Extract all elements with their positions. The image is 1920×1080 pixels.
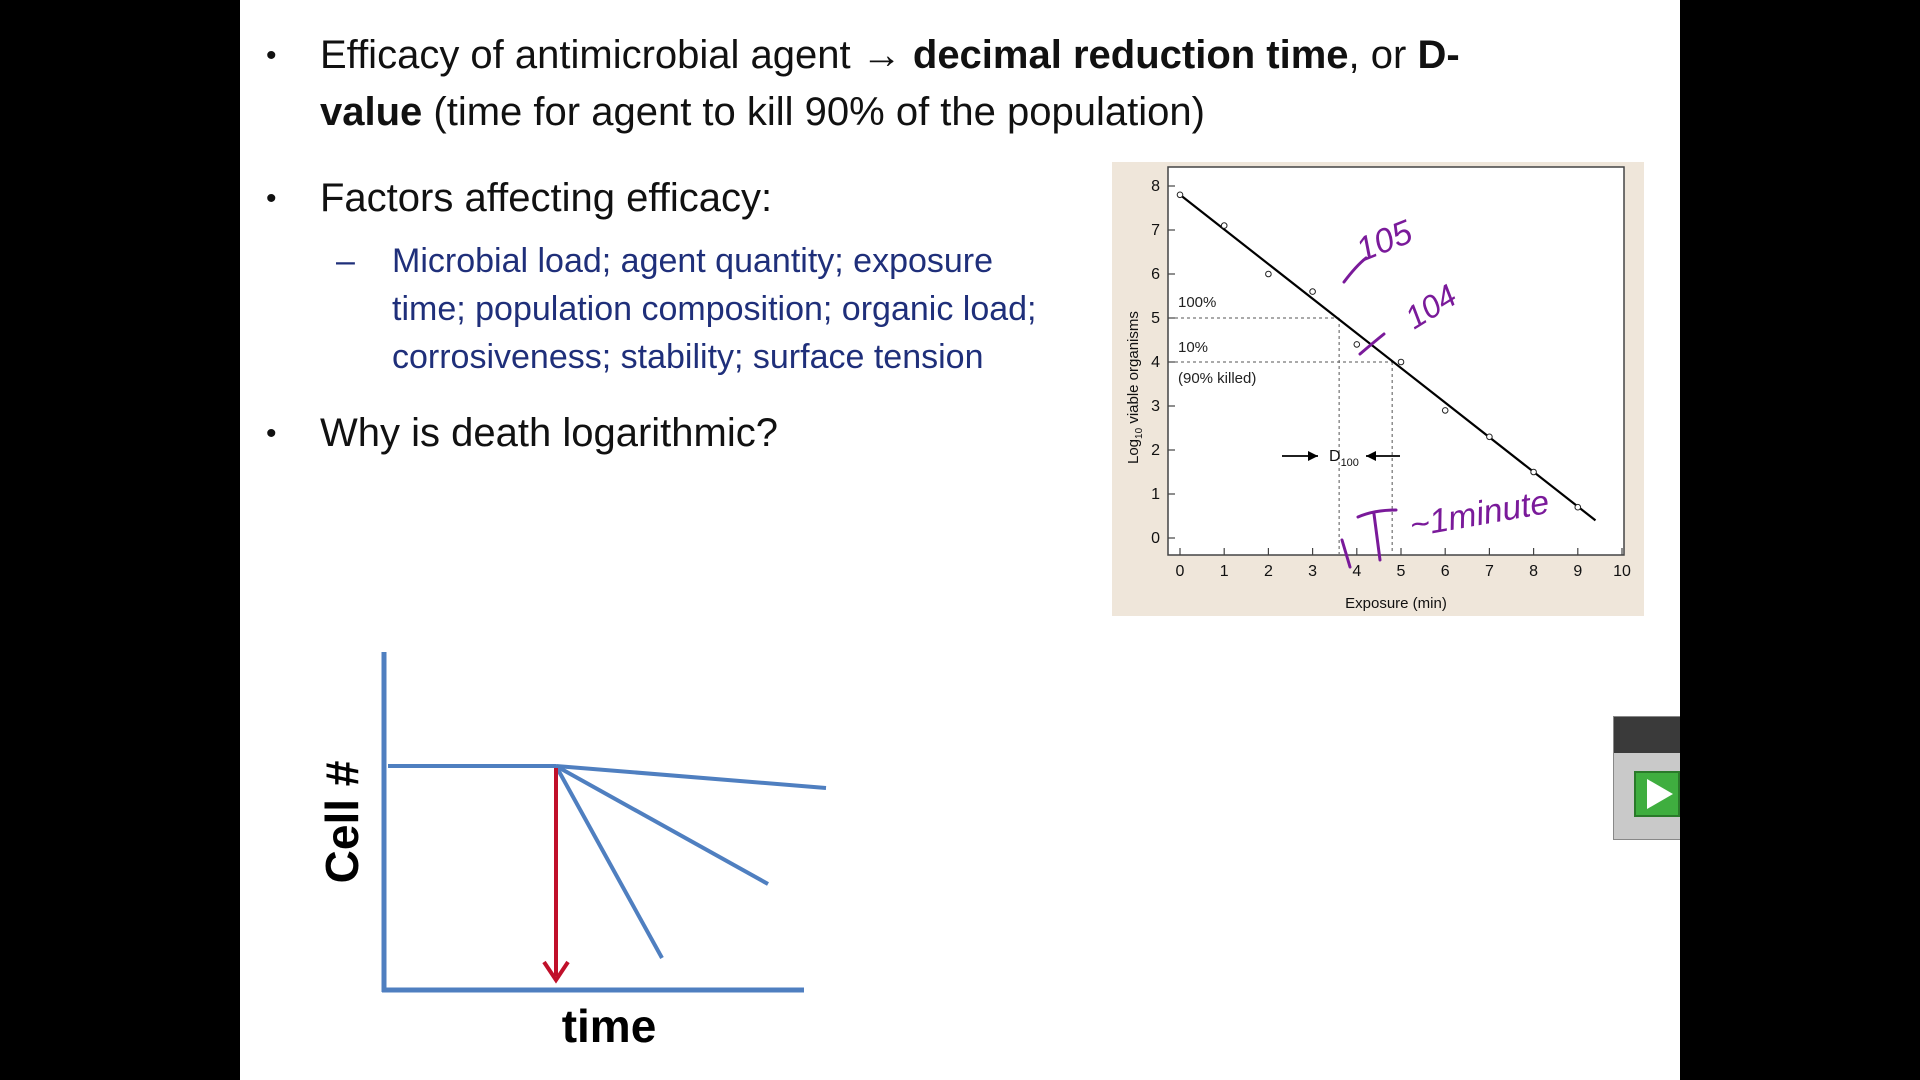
ink-mark-left	[1340, 538, 1352, 569]
data-point	[1441, 407, 1449, 414]
slide: • Efficacy of antimicrobial agent → deci…	[240, 0, 1680, 1080]
ink-tick-105	[1342, 256, 1368, 284]
schematic-y-label: Cell #	[316, 761, 368, 884]
data-point	[1574, 503, 1582, 511]
ink-tick-104	[1358, 332, 1386, 356]
medium-decline-line	[555, 764, 769, 886]
bullet1-d: D-	[1417, 33, 1460, 77]
bullet-dot: •	[266, 417, 277, 450]
x-tick-label: 3	[1308, 563, 1317, 580]
bullet-dot: •	[266, 182, 277, 215]
data-point	[1397, 358, 1405, 366]
bullet1-term: decimal reduction time	[901, 33, 1349, 77]
x-ticks: 0 1 2 3 4 5 6 7 8 9 10	[1176, 548, 1631, 580]
y-tick-label: 3	[1151, 398, 1160, 415]
data-point	[1530, 468, 1537, 476]
data-point	[1486, 433, 1493, 441]
x-tick-label: 8	[1529, 563, 1538, 580]
x-tick-label: 0	[1176, 563, 1185, 580]
y-tick-label: 5	[1151, 310, 1160, 327]
d-arrowhead-right	[1366, 451, 1376, 461]
bullet1-text: Efficacy of antimicrobial agent	[320, 33, 862, 77]
y-axis-label: Log10 viable organisms	[1125, 311, 1145, 464]
media-control[interactable]	[1613, 716, 1680, 840]
ink-mark-T	[1356, 508, 1398, 562]
label-100-percent: 100%	[1178, 294, 1216, 311]
bullet-dot: •	[266, 39, 277, 72]
d-value-label: D100	[1329, 448, 1359, 469]
factors-line: time; population composition; organic lo…	[392, 290, 1037, 328]
bullet1-value: value	[320, 90, 423, 134]
data-point	[1220, 222, 1228, 229]
factors-sublist: – Microbial load; agent quantity; exposu…	[240, 237, 1110, 387]
x-tick-label: 7	[1485, 563, 1494, 580]
y-ticks: 0 1 2 3 4 5 6 7 8	[1151, 178, 1175, 547]
x-tick-label: 2	[1264, 563, 1273, 580]
arrow-symbol: →	[861, 33, 902, 77]
y-tick-label: 2	[1151, 442, 1160, 459]
data-point	[1176, 191, 1184, 199]
x-tick-label: 9	[1573, 563, 1582, 580]
survival-curve-svg: 0 1 2 3 4 5 6 7 8 9 10 0 1 2 3 4 5 6 7 8 100% 10% (90% kil…	[1125, 166, 1631, 632]
data-point	[1265, 270, 1272, 278]
y-tick-label: 4	[1151, 354, 1160, 371]
plot-area	[1167, 166, 1625, 556]
regression-line	[1179, 193, 1597, 522]
x-axis-label: Exposure (min)	[1345, 595, 1447, 612]
factors-line: Microbial load; agent quantity; exposure	[392, 242, 994, 280]
schematic-x-label: time	[562, 1000, 657, 1052]
drop-arrowhead	[542, 960, 570, 984]
survival-curve-figure: 0 1 2 3 4 5 6 7 8 9 10 0 1 2 3 4 5 6 7 8 100% 10% (90% kil…	[1112, 162, 1644, 632]
slow-decline-line	[555, 764, 827, 790]
data-point	[1353, 341, 1361, 348]
y-tick-label: 7	[1151, 222, 1160, 239]
cell-number-schematic: Cell # time	[316, 652, 827, 1052]
label-90-killed: (90% killed)	[1178, 370, 1256, 387]
data-point	[1309, 288, 1316, 295]
bullet1-or: , or	[1348, 33, 1418, 77]
x-tick-label: 5	[1397, 563, 1406, 580]
label-10-percent: 10%	[1178, 339, 1208, 356]
x-tick-label: 4	[1352, 563, 1361, 580]
d-arrowhead-left	[1308, 451, 1318, 461]
bullet3-text: Why is death logarithmic?	[320, 411, 778, 455]
media-control-bar	[1614, 717, 1680, 753]
bullet2-text: Factors affecting efficacy:	[320, 176, 773, 220]
reference-lines	[1169, 317, 1393, 554]
fit-line	[1179, 193, 1597, 522]
y-tick-label: 8	[1151, 178, 1160, 195]
sub-dash: –	[336, 242, 355, 280]
play-icon[interactable]	[1634, 771, 1680, 817]
fast-decline-line	[554, 765, 664, 959]
y-tick-label: 6	[1151, 266, 1160, 283]
factors-line: corrosiveness; stability; surface tensio…	[392, 338, 984, 376]
x-tick-label: 1	[1220, 563, 1229, 580]
x-tick-label: 10	[1613, 563, 1631, 580]
y-tick-label: 0	[1151, 530, 1160, 547]
data-points	[1176, 191, 1582, 511]
y-tick-label: 1	[1151, 486, 1160, 503]
x-tick-label: 6	[1441, 563, 1450, 580]
bullet1-definition: (time for agent to kill 90% of the popul…	[422, 90, 1205, 134]
